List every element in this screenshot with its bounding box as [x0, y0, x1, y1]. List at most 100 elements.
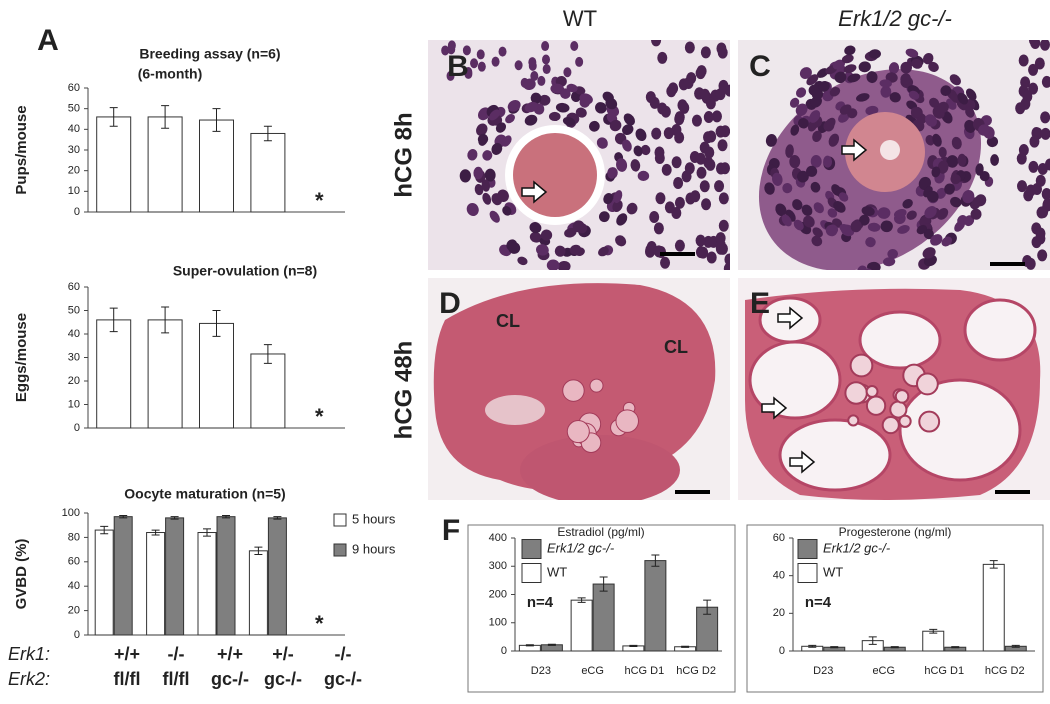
nucleus [649, 210, 660, 223]
nucleus [941, 236, 953, 247]
nucleus [811, 88, 824, 100]
follicle [865, 385, 879, 398]
nucleus [865, 105, 879, 116]
nucleus [790, 124, 800, 136]
nucleus [888, 62, 900, 74]
germinal-vesicle [880, 140, 900, 160]
y-tick-label: 60 [68, 556, 80, 568]
nucleus [540, 229, 553, 241]
legend-swatch [333, 543, 347, 557]
error-bar [170, 516, 179, 520]
bar [248, 550, 268, 636]
follicle [844, 381, 868, 405]
nucleus [684, 41, 695, 54]
nucleus [464, 66, 473, 77]
nucleus [789, 155, 801, 169]
nucleus [1028, 63, 1039, 76]
nucleus [928, 61, 939, 72]
nucleus [705, 97, 716, 110]
nucleus [674, 113, 685, 126]
panel-label: C [749, 50, 771, 83]
nucleus [538, 94, 551, 106]
nucleus [570, 41, 579, 52]
error-bar [989, 560, 998, 569]
nucleus [523, 78, 536, 91]
nucleus [986, 136, 999, 148]
chart-title: Breeding assay (n=6) [139, 46, 280, 62]
nucleus [481, 179, 490, 192]
nucleus [990, 154, 999, 166]
chart-title: Super-ovulation (n=8) [173, 263, 317, 279]
row-title: hCG 8h [390, 112, 417, 197]
y-tick-label: 50 [68, 304, 80, 316]
error-bar [951, 646, 960, 649]
micrographs: CL CL [428, 40, 1050, 500]
nucleus [530, 92, 542, 104]
nucleus [922, 52, 934, 65]
nucleus [902, 198, 913, 209]
nucleus [789, 97, 800, 108]
nucleus [563, 67, 572, 78]
x-tick-label: hCG D2 [676, 665, 716, 677]
nucleus [923, 228, 934, 240]
nucleus [613, 190, 623, 204]
nucleus [937, 101, 949, 113]
nucleus [900, 61, 913, 74]
nucleus [809, 110, 821, 123]
nucleus [501, 135, 512, 147]
nucleus [616, 158, 628, 172]
follicle [778, 418, 892, 492]
nucleus [477, 61, 486, 72]
nucleus [588, 120, 600, 132]
x-tick-label: D23 [531, 665, 551, 677]
nucleus [879, 79, 892, 88]
nucleus [925, 114, 937, 127]
genotype: gc-/- [264, 669, 302, 689]
error-bar [119, 514, 128, 519]
nucleus [793, 219, 804, 231]
nucleus [978, 124, 991, 136]
error-bar [161, 306, 170, 334]
nucleus [569, 244, 582, 255]
error-bar [254, 546, 263, 555]
nucleus [616, 213, 628, 226]
legend-swatch [797, 539, 818, 559]
nucleus [922, 247, 936, 259]
nucleus [1029, 135, 1040, 148]
nucleus [507, 100, 521, 112]
scale-bar [990, 262, 1025, 266]
y-tick-label: 60 [773, 532, 785, 544]
nucleus [711, 110, 722, 123]
error-bar [577, 597, 586, 603]
nucleus [508, 241, 521, 254]
follicle [562, 379, 585, 402]
nucleus [950, 196, 962, 208]
nucleus [834, 71, 847, 84]
panel-label: A [37, 24, 59, 57]
nucleus [970, 208, 982, 220]
nucleus [838, 192, 849, 202]
follicle [916, 372, 939, 396]
nucleus [812, 130, 822, 142]
x-tick-label: eCG [872, 665, 895, 677]
nucleus [1028, 82, 1039, 95]
nucleus [505, 114, 515, 124]
nucleus [785, 144, 794, 158]
nucleus [867, 222, 881, 232]
follicle [918, 410, 941, 433]
bar [250, 132, 286, 213]
nucleus [832, 59, 845, 70]
nucleus [622, 139, 632, 152]
panel-box [467, 524, 736, 693]
nucleus [764, 182, 775, 195]
scale-bar [675, 490, 710, 494]
nucleus [717, 139, 728, 152]
nucleus [813, 202, 824, 214]
nucleus [459, 169, 471, 183]
follicle [898, 378, 1022, 482]
nucleus [772, 172, 783, 186]
nucleus [598, 211, 610, 223]
error-bar [203, 528, 211, 537]
follicle [485, 395, 545, 425]
error-bar [547, 643, 556, 646]
